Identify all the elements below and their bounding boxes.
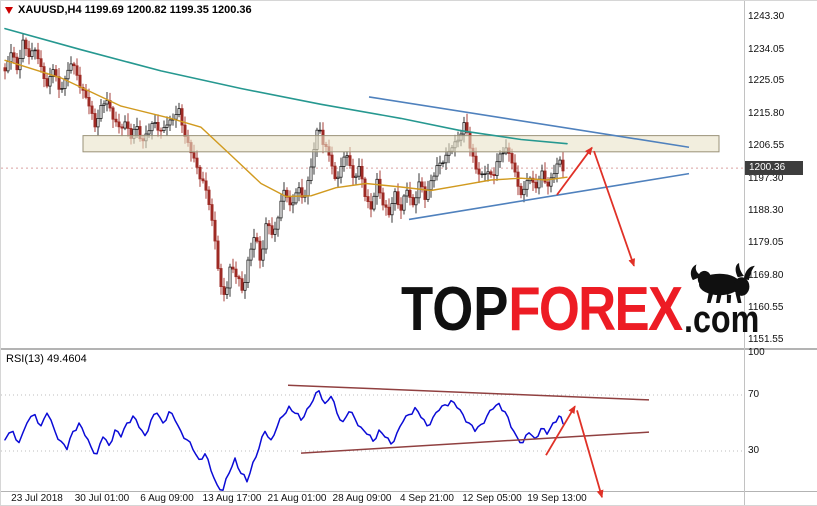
price-tick-label: 1160.55	[748, 302, 784, 314]
price-tick-label: 1169.80	[748, 269, 784, 281]
candlestick-series	[3, 33, 565, 302]
resistance-zone[interactable]	[82, 135, 720, 153]
ma-slow-line	[4, 27, 568, 145]
price-tick-label: 1197.30	[748, 172, 784, 184]
time-tick-label: 21 Aug 01:00	[267, 493, 327, 504]
time-tick-label: 28 Aug 09:00	[332, 493, 392, 504]
rsi-forecast-arrow-down[interactable]	[576, 410, 604, 499]
ma-fast-line	[4, 59, 568, 198]
watermark-com-text: .com	[683, 299, 760, 341]
price-down-icon	[5, 6, 13, 14]
trendline-lower[interactable]	[408, 172, 690, 221]
price-tick-label: 1243.30	[748, 11, 785, 22]
rsi-tick-label: 100	[748, 347, 765, 358]
symbol-ohlc-text: XAUUSD,H4 1199.69 1200.82 1199.35 1200.3…	[18, 4, 252, 16]
rsi-line	[4, 390, 564, 491]
rsi-tick-label: 30	[748, 445, 760, 456]
time-tick-label: 12 Sep 05:00	[462, 493, 522, 504]
time-tick-label: 30 Jul 01:00	[74, 493, 130, 504]
rsi-indicator-label: RSI(13) 49.4604	[6, 353, 87, 365]
watermark-logo: TOP FOREX .com	[401, 263, 760, 345]
bull-icon	[691, 263, 756, 303]
watermark-right-block: .com	[683, 263, 760, 341]
price-tick-label: 1234.05	[748, 43, 785, 55]
time-tick-label: 4 Sep 21:00	[400, 493, 454, 504]
trendline-upper[interactable]	[368, 96, 690, 149]
time-tick-label: 13 Aug 17:00	[202, 493, 262, 504]
price-tick-label: 1215.80	[748, 107, 785, 119]
rsi-tick-label: 70	[748, 389, 760, 400]
price-tick-label: 1188.30	[748, 204, 784, 216]
watermark-top-text: TOP	[401, 275, 509, 345]
price-tick-label: 1225.05	[748, 75, 785, 87]
time-tick-label: 19 Sep 13:00	[527, 493, 587, 504]
rsi-forecast-arrow-up[interactable]	[545, 405, 576, 456]
price-tick-label: 1206.55	[748, 140, 785, 152]
forecast-arrow-down[interactable]	[593, 150, 636, 267]
rsi-trendline-lower[interactable]	[300, 431, 650, 454]
forecast-arrow-up[interactable]	[556, 146, 593, 196]
price-tick-label: 1151.55	[748, 333, 784, 345]
current-price-badge: 1200.36	[745, 161, 803, 176]
watermark-forex-text: FOREX	[508, 275, 683, 345]
time-tick-label: 6 Aug 09:00	[140, 493, 194, 504]
price-tick-label: 1179.05	[748, 237, 784, 249]
rsi-trendline-upper[interactable]	[287, 384, 650, 401]
ohlc-readout: XAUUSD,H4 1199.69 1200.82 1199.35 1200.3…	[5, 4, 252, 16]
time-tick-label: 23 Jul 2018	[11, 493, 63, 504]
